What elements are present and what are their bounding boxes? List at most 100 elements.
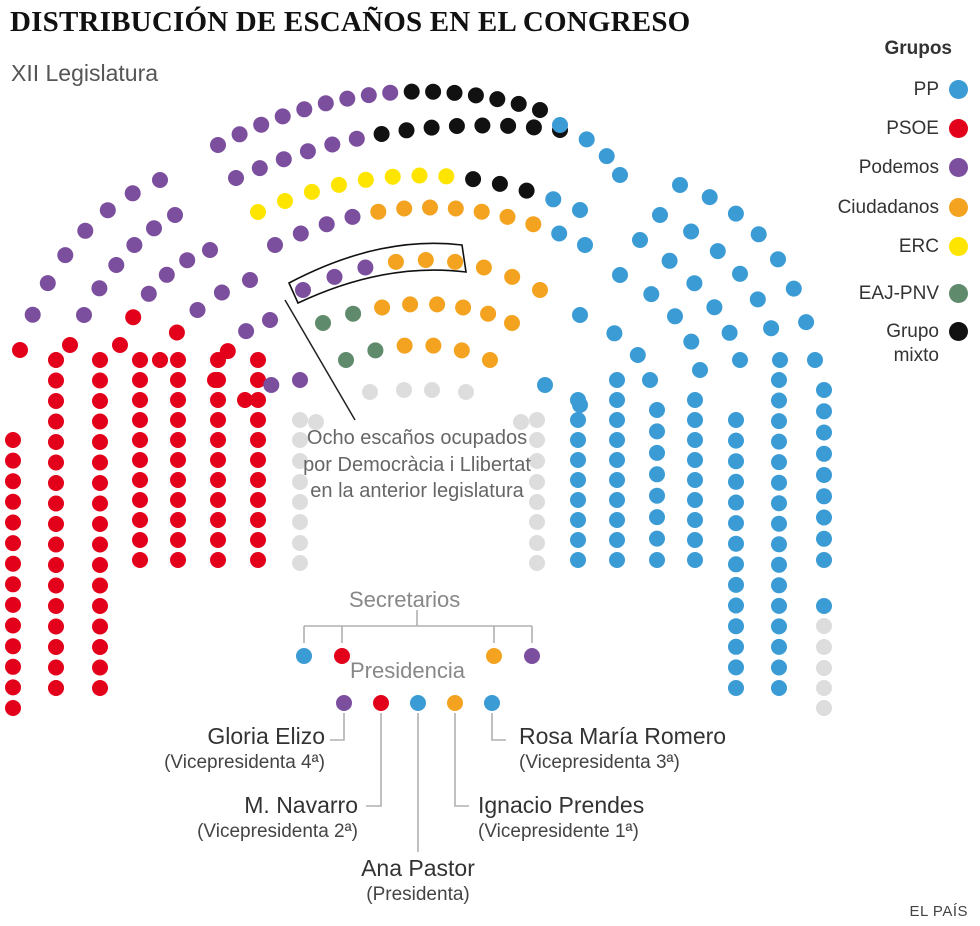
seat <box>455 299 472 316</box>
seat-psoe <box>5 493 21 510</box>
seat <box>732 265 748 282</box>
seat-pp <box>816 488 832 505</box>
legend-item-eaj-pnv: EAJ-PNV <box>859 282 968 306</box>
seat <box>318 216 335 233</box>
seat <box>167 207 183 223</box>
seat <box>373 126 390 142</box>
seat-pp <box>816 382 832 398</box>
seat <box>299 143 316 160</box>
chart-title: DISTRIBUCIÓN DE ESCAÑOS EN EL CONGRESO <box>10 6 691 38</box>
seat-psoe <box>5 679 21 696</box>
seat <box>338 352 354 368</box>
seat <box>384 168 401 185</box>
seat-psoe <box>48 434 64 450</box>
seat <box>606 325 623 342</box>
seat-pp <box>728 576 744 593</box>
seat-psoe <box>250 552 266 568</box>
seat <box>403 83 420 100</box>
legend-label-ciudadanos: Ciudadanos <box>837 197 939 218</box>
seat-pp <box>816 445 832 462</box>
seat <box>39 275 56 292</box>
seat <box>453 342 470 359</box>
seat-pp <box>570 412 586 428</box>
seat <box>76 307 92 323</box>
seat-pp <box>687 532 703 548</box>
seat-pp <box>771 515 787 532</box>
seat-pp <box>649 509 665 526</box>
seat-psoe <box>5 555 21 572</box>
seat-psoe <box>92 598 108 614</box>
seat <box>429 296 446 313</box>
seat-pp <box>687 432 703 448</box>
seat <box>537 377 553 393</box>
seat-psoe <box>48 352 64 368</box>
seat-pp <box>728 680 744 696</box>
seat-pp <box>816 467 832 483</box>
seat-psoe <box>5 658 21 675</box>
seat-pp <box>609 372 625 388</box>
seat <box>423 119 440 136</box>
seat-vacant <box>529 432 545 448</box>
legend-dot-psoe <box>949 119 968 138</box>
seat <box>491 175 508 192</box>
seat <box>357 259 374 276</box>
seat-vacant <box>396 382 412 398</box>
seat-psoe <box>250 452 266 468</box>
seat-psoe <box>170 372 186 388</box>
seat-psoe <box>5 452 21 469</box>
seat-pp <box>771 659 787 676</box>
seat <box>706 299 723 316</box>
seat-pp <box>687 452 703 468</box>
seat-presidencia <box>336 695 352 711</box>
seat-psoe <box>170 412 186 428</box>
seat <box>667 308 683 325</box>
seat-psoe <box>132 532 148 548</box>
seat-vacant <box>292 555 308 571</box>
legend-label-psoe: PSOE <box>886 118 939 139</box>
seat-psoe <box>250 392 266 408</box>
seat-presidencia <box>373 695 389 711</box>
seat-psoe <box>48 516 64 532</box>
seat-psoe <box>250 372 266 388</box>
seat-psoe <box>48 475 64 491</box>
legend-item-pp: PP <box>914 78 968 102</box>
seat-pp <box>816 552 832 568</box>
seat <box>292 372 308 388</box>
seat <box>422 199 438 216</box>
legend-dot-ciudadanos <box>949 198 968 217</box>
seat <box>632 232 648 248</box>
seat-vacant <box>292 535 308 551</box>
seat <box>12 342 28 358</box>
seat <box>345 305 362 322</box>
seat <box>425 83 442 100</box>
seat-secretario <box>524 648 540 664</box>
presidencia-label: Presidencia <box>350 658 465 683</box>
seat-psoe <box>48 413 64 430</box>
credit-el-pais: EL PAÍS <box>909 903 968 920</box>
leader-line-navarro <box>366 713 382 807</box>
person-rosa-maria-romero: Rosa María Romero (Vicepresidenta 3ª) <box>519 723 726 774</box>
seat-pp <box>609 552 625 568</box>
seat-pp <box>570 452 586 468</box>
legend-item-ciudadanos: Ciudadanos <box>838 196 968 220</box>
seat <box>598 148 615 165</box>
seat <box>315 315 331 331</box>
seat <box>417 252 434 268</box>
seat-pp <box>771 392 787 409</box>
seat-psoe <box>92 372 108 389</box>
seat <box>267 237 283 253</box>
leader-line-prendes <box>454 713 469 807</box>
seat-pp <box>570 432 586 448</box>
secretarios-bracket <box>303 610 533 643</box>
seat <box>785 280 802 297</box>
seat-pp <box>728 494 744 511</box>
seat <box>532 282 548 298</box>
seat-psoe <box>48 577 64 594</box>
seat <box>317 95 334 112</box>
seat-pp <box>728 597 744 614</box>
seat-vacant <box>529 453 545 469</box>
seat-pp <box>771 495 787 512</box>
seat-presidencia <box>484 695 500 711</box>
seat-vacant <box>529 494 545 510</box>
seat-pp <box>728 556 744 573</box>
